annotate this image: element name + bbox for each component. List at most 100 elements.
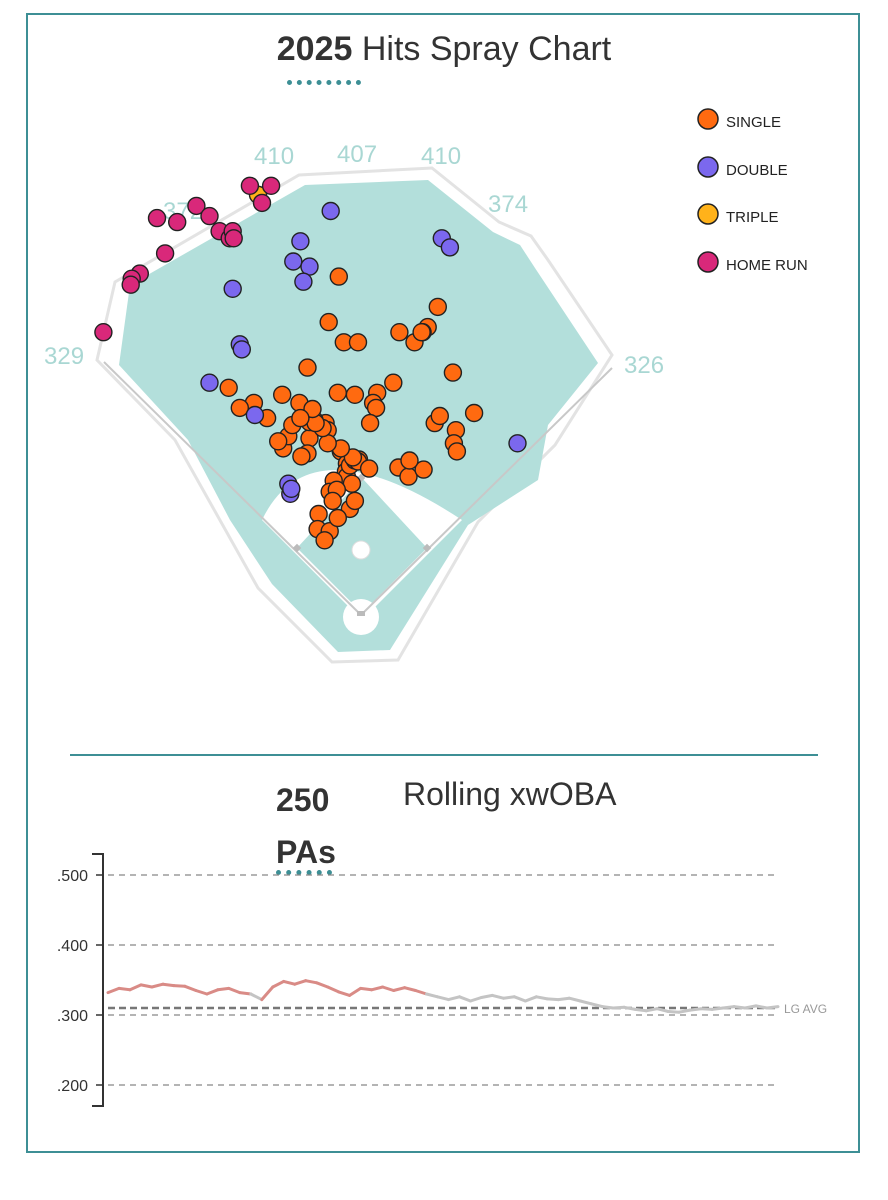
xwoba-line-segment (304, 979, 319, 985)
hit-point-double (223, 279, 242, 298)
hit-point-single (323, 491, 342, 511)
section-divider (70, 754, 818, 756)
xwoba-line-segment (688, 1007, 703, 1012)
hit-point-single (400, 451, 419, 470)
home-plate (357, 611, 365, 616)
hit-point-home-run (252, 193, 272, 213)
xwoba-line-segment (282, 979, 297, 986)
xwoba-line-segment (469, 996, 483, 1003)
hit-point-single (303, 399, 322, 419)
hit-point-home-run (200, 206, 219, 226)
wall-label-cf: 407 (337, 141, 377, 168)
xwoba-line-segment (501, 995, 516, 1000)
hit-point-single (329, 267, 348, 286)
hit-point-single (447, 442, 467, 461)
xwoba-line-segment (666, 1010, 681, 1014)
hit-point-double (282, 479, 301, 498)
xwoba-line-segment (271, 979, 286, 989)
xwoba-line-segment (106, 986, 121, 995)
hit-point-single (366, 398, 386, 418)
hit-point-single (230, 398, 250, 418)
xwoba-line-segment (732, 1005, 747, 1010)
hit-point-double (232, 340, 252, 359)
hit-point-single (273, 385, 292, 404)
third-base (292, 543, 302, 553)
xwoba-line-segment (172, 984, 187, 988)
hit-point-single (315, 531, 334, 550)
xwoba-line-segment (677, 1008, 692, 1014)
xwoba-line-segment (490, 993, 505, 1000)
xwoba-line-segment (523, 995, 538, 1003)
xwoba-line-segment (600, 1005, 615, 1010)
xwoba-line-segment (403, 986, 417, 992)
rolling-xwoba-chart: .200 .300 .400 .500 LG AVG (57, 853, 827, 1107)
xwoba-line-segment (183, 984, 198, 992)
hit-point-single (318, 434, 337, 453)
hit-point-double (440, 238, 460, 257)
pa-window-unit: PAs (276, 834, 336, 870)
hit-point-single (345, 491, 365, 511)
xwoba-line-segment (743, 1004, 758, 1010)
hit-point-single (359, 459, 379, 478)
left-foul-line (103, 361, 362, 616)
xwoba-line-segment (436, 995, 450, 1002)
xwoba-line-segment (315, 981, 330, 989)
hit-point-single (414, 460, 433, 479)
legend-label-triple: TRIPLE (726, 209, 779, 226)
xwoba-line-segment (117, 986, 132, 992)
hit-point-single (399, 467, 418, 486)
hit-point-single (345, 385, 365, 404)
xwoba-line-segment (194, 989, 209, 996)
xwoba-line-segment (150, 982, 165, 989)
xwoba-line-segment (512, 995, 527, 1003)
hit-point-double (284, 252, 303, 271)
spray-title-year: 2025 (276, 30, 353, 68)
xwoba-line-segment (227, 986, 242, 995)
hit-point-home-run (167, 212, 187, 232)
hit-point-double (245, 405, 265, 425)
xwoba-line-segment (139, 983, 154, 989)
xwoba-line-segment (348, 986, 363, 997)
xwoba-line-segment (128, 983, 143, 992)
spray-chart-title: 2025 Hits Spray Chart (0, 30, 888, 69)
hit-point-single (319, 312, 338, 332)
hit-point-home-run (94, 323, 113, 342)
xwoba-line-segment (589, 1002, 604, 1009)
pa-window-count: 250 (276, 782, 330, 818)
wall-label-rf-line: 326 (624, 352, 664, 379)
legend-label-single: SINGLE (726, 114, 781, 131)
xwoba-line-segment (699, 1007, 714, 1011)
xwoba-line-segment (359, 986, 374, 992)
wall-label-lf-line: 329 (44, 343, 84, 370)
hit-point-single (291, 408, 310, 428)
home-plate-area (343, 599, 379, 635)
hit-point-home-run (224, 229, 243, 248)
xwoba-line-segment (381, 985, 396, 992)
rolling-xwoba-title: Rolling xwOBA (403, 776, 617, 812)
xwoba-line-segment (611, 1005, 626, 1010)
spray-title-underline (287, 80, 361, 85)
hit-point-double (291, 232, 310, 251)
hit-point-home-run (240, 176, 260, 196)
y-tick-label: .200 (57, 1078, 88, 1095)
hit-point-single (328, 508, 347, 528)
legend-swatch-home-run (697, 251, 719, 273)
y-tick-label: .500 (57, 868, 88, 885)
xwoba-line-segment (721, 1005, 736, 1010)
hit-point-single (360, 413, 380, 433)
hit-point-single (269, 432, 288, 451)
hit-point-home-run (121, 275, 140, 294)
xwoba-line-segment (238, 991, 253, 996)
hit-point-single (430, 406, 449, 426)
first-base (422, 543, 432, 553)
xwoba-line-segment (414, 989, 428, 996)
hit-point-single (428, 297, 447, 317)
xwoba-line-segment (622, 1005, 637, 1011)
y-tick-label: .400 (57, 938, 88, 955)
xwoba-line-segment (161, 982, 176, 988)
y-axis (92, 853, 104, 1107)
hit-point-single (219, 378, 238, 397)
hit-point-single (390, 323, 409, 342)
hit-point-double (200, 373, 219, 392)
xwoba-line-segment (205, 988, 220, 996)
